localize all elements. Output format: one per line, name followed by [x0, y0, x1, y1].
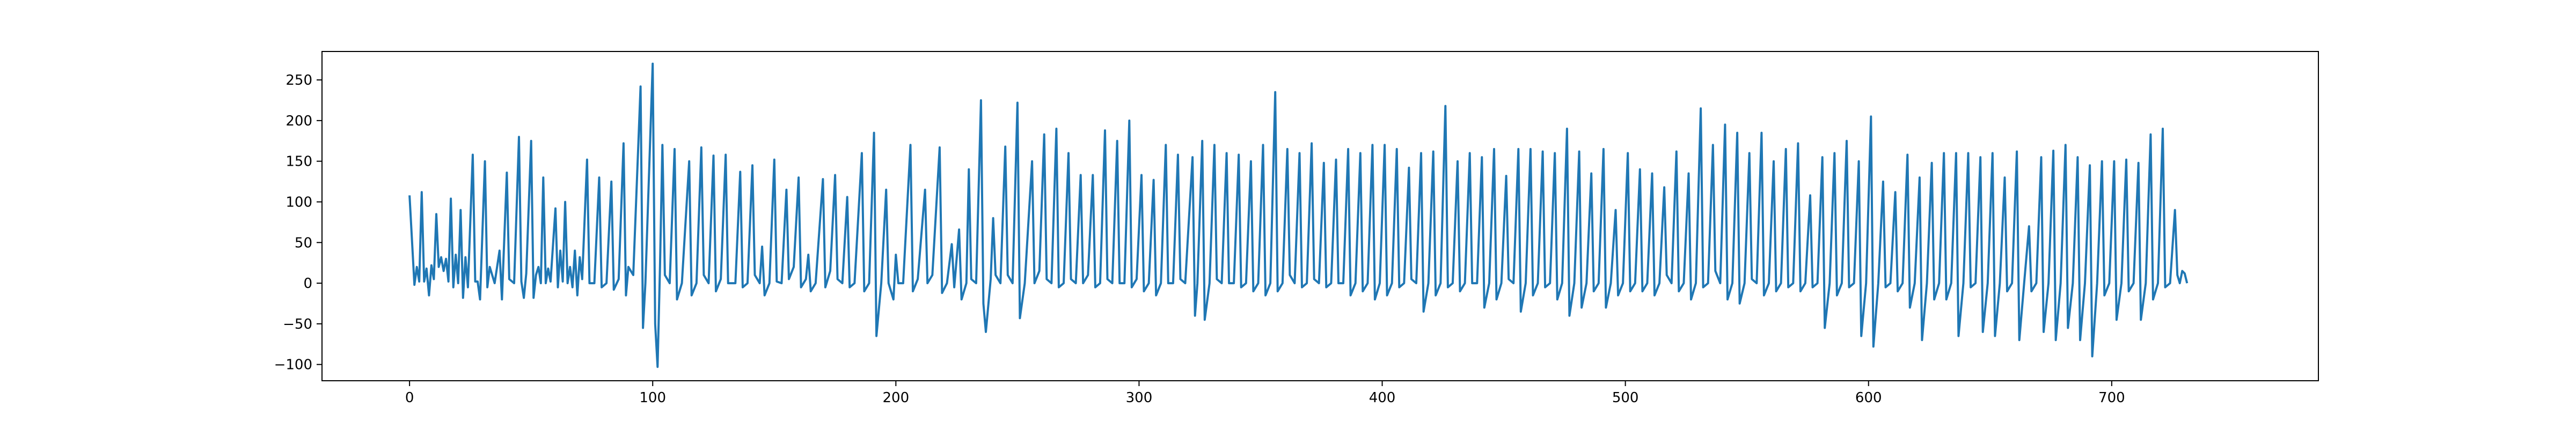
x-tick-label: 700: [2098, 390, 2125, 406]
x-tick-label: 300: [1126, 390, 1153, 406]
x-tick-label: 400: [1369, 390, 1396, 406]
y-tick-label: −100: [274, 357, 312, 373]
series-line-0: [408, 62, 2189, 368]
y-tick-label: 150: [286, 154, 312, 170]
x-tick-label: 200: [883, 390, 910, 406]
y-tick-label: 250: [286, 72, 312, 88]
x-tick-label: 0: [405, 390, 414, 406]
axes-frame: [321, 51, 2319, 381]
series-layer: [408, 62, 2189, 368]
y-tick-label: 200: [286, 113, 312, 129]
ticks-layer: 0 100 200 300 400 500 600 700 −100 −50 0 50 100 150 20…: [274, 72, 2125, 406]
y-tick-label: 100: [286, 194, 312, 210]
y-tick-label: 50: [295, 235, 312, 251]
x-tick-label: 600: [1855, 390, 1882, 406]
x-tick-label: 100: [639, 390, 666, 406]
y-tick-label: −50: [283, 316, 312, 332]
x-tick-label: 500: [1612, 390, 1639, 406]
y-tick-label: 0: [303, 276, 312, 292]
